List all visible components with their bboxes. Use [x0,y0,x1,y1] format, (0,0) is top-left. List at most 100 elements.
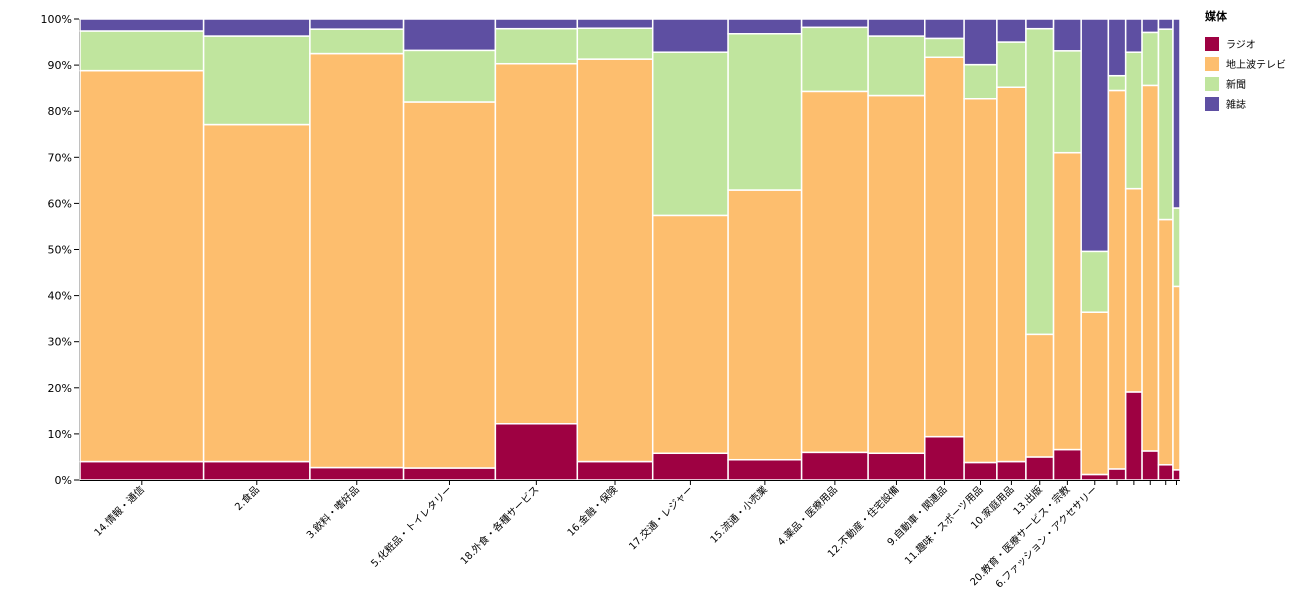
y-tick-label: 0% [55,474,72,487]
bar-segment [1107,74,1127,92]
bar-segment [1080,18,1110,253]
bar-segment [727,458,803,481]
bar-segment [576,58,654,463]
bar-segment [309,466,405,481]
bar-segment [1157,218,1174,466]
bar-segment [1080,250,1110,313]
bar-segment [1124,391,1143,481]
bar-segment [1124,18,1143,53]
bar-segment [867,18,926,37]
bar-segment [651,18,729,53]
bar-segment [1052,18,1082,52]
y-tick-label: 90% [48,59,72,72]
category-column [963,18,998,481]
category-column [1141,18,1160,481]
bar-segment [867,35,926,97]
bar-segment [1025,27,1055,336]
bar-segment [202,35,311,126]
category-column [402,18,497,481]
bar-segment [1107,468,1127,481]
bar-segment [1025,333,1055,458]
bar-segment [996,460,1027,481]
bar-segment [79,460,205,481]
bar-segment [924,37,965,59]
bar-segment [800,26,869,93]
bar-segment [1172,285,1181,471]
bar-segment [651,214,729,455]
x-axis: 14.情報・通信 2.食品 3.飲料・嗜好品 5.化粧品・トイレタリー 18.外食・各種… [79,480,1180,591]
bar-segment [963,98,998,464]
bar-segment [1052,151,1082,451]
bar-segment [494,423,579,481]
x-tick-label: 20.教育・医療サービス・宗教 [967,483,1072,588]
bar-segment [79,18,205,32]
bar-segment [79,30,205,72]
bar-segment [402,467,497,481]
x-tick-label: 6.ファッション・アクセサリー [993,484,1100,591]
category-column [867,18,926,481]
category-column [1025,18,1055,481]
bar-segment [494,62,579,425]
bar-segment [576,27,654,60]
y-tick-label: 10% [48,428,72,441]
legend-label: 新聞 [1226,78,1246,91]
bar-segment [924,18,965,40]
bar-segment [576,18,654,29]
bar-segment [727,33,803,191]
y-tick-label: 20% [48,382,72,395]
y-tick-label: 40% [48,290,72,303]
y-axis: 0% 10% 20% 30% 40% 50% 60% 70% 80% 90% 100% [41,13,80,487]
bar-segment [1124,187,1143,393]
x-tick-label: 4.薬品・医療用品 [775,483,840,548]
category-column [576,18,654,481]
bar-segment [1052,448,1082,481]
bar-segment [867,94,926,455]
bar-segment [996,41,1027,88]
bar-segment [727,189,803,461]
x-tick-label: 18.外食・各種サービス [457,483,541,567]
legend-swatch [1205,57,1219,71]
bar-segment [202,18,311,37]
x-tick-label: 15.流通・小売業 [707,483,770,546]
bar-segment [1172,469,1181,481]
x-tick-label: 14.情報・通信 [91,483,147,539]
y-tick-label: 30% [48,336,72,349]
bar-segment [1080,311,1110,476]
bar-segment [1141,31,1160,87]
category-column [1172,18,1181,481]
bar-segment [1107,89,1127,470]
bar-segment [1157,18,1174,30]
bar-segment [1124,51,1143,190]
bar-segment [1052,50,1082,154]
bar-segment [963,461,998,481]
y-tick-label: 100% [41,13,72,26]
legend-label: 地上波テレビ [1226,58,1286,71]
legend-title: 媒体 [1204,9,1228,23]
bar-segment [867,452,926,481]
category-column [651,18,729,481]
category-column [1124,18,1143,481]
bar-segment [202,123,311,463]
y-tick-label: 80% [48,105,72,118]
bar-segment [402,101,497,469]
bar-segment [651,452,729,481]
bar-segment [1141,450,1160,481]
bar-segment [1141,84,1160,452]
x-tick-label: 3.飲料・嗜好品 [304,483,362,541]
bar-segment [494,18,579,30]
bar-segment [309,52,405,469]
category-column [309,18,405,481]
bar-segment [309,18,405,30]
category-column [727,18,803,481]
category-column [1157,18,1174,481]
bar-segment [402,18,497,52]
category-column [1080,18,1110,481]
legend-swatch [1205,77,1219,91]
bar-segments [79,18,1181,481]
category-column [79,18,205,481]
legend-swatch [1205,37,1219,51]
bar-segment [1157,28,1174,221]
bar-segment [996,18,1027,43]
bar-segment [651,51,729,217]
